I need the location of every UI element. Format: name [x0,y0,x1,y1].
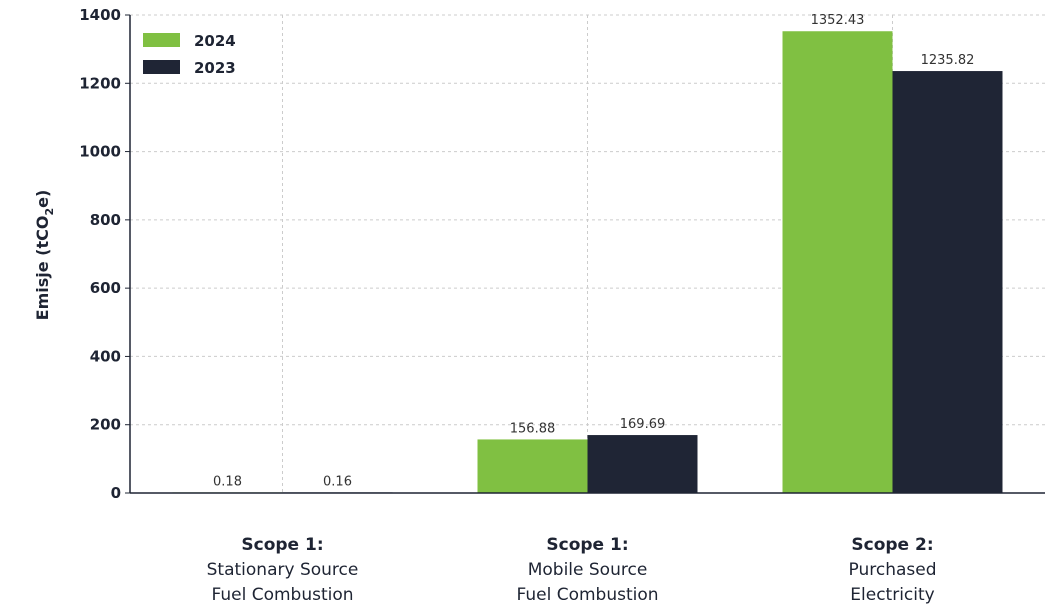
category-label-line: Electricity [850,585,934,605]
category-label-line: Purchased [849,560,937,580]
y-axis-label-suffix: e) [33,190,52,208]
y-axis-label: Emisje (tCO2e) [33,190,56,321]
bar [477,439,588,493]
y-tick-label: 1200 [79,74,121,92]
data-label: 1235.82 [921,53,975,68]
bars [172,31,1003,494]
axes [129,15,1045,494]
legend: 2024 2023 [143,32,236,77]
legend-label: 2024 [194,32,236,50]
category-label-line: Mobile Source [528,560,648,580]
category-label-line: Fuel Combustion [211,585,353,605]
y-axis-label-subscript: 2 [43,208,56,216]
y-tick-label: 800 [90,211,121,229]
data-label: 156.88 [510,421,556,436]
category-label-scope: Scope 1: [241,535,323,555]
data-label: 1352.43 [811,13,865,28]
data-label: 0.18 [213,474,242,489]
x-category-labels: Scope 1: Stationary Source Fuel Combustion… [207,535,937,605]
bar [587,435,698,493]
category-label-line: Fuel Combustion [516,585,658,605]
y-tick-label: 600 [90,279,121,297]
category-label-scope: Scope 1: [546,535,628,555]
y-tick-label: 1400 [79,6,121,24]
y-tick-labels: 0 200 400 600 800 1000 1200 1400 [79,6,130,502]
legend-swatch [143,60,180,74]
data-label: 0.16 [323,474,352,489]
category-label-scope: Scope 2: [851,535,933,555]
category-label-line: Stationary Source [207,560,359,580]
bar [892,71,1003,494]
y-tick-label: 200 [90,416,121,434]
y-axis-label-prefix: Emisje (tCO [33,216,52,321]
y-tick-label: 400 [90,347,121,365]
y-tick-label: 1000 [79,143,121,161]
data-labels: 0.18 156.88 1352.43 0.16 169.69 1235.82 [213,13,974,489]
y-tick-label: 0 [111,484,121,502]
legend-label: 2023 [194,59,236,77]
bar [782,31,893,493]
data-label: 169.69 [620,417,666,432]
legend-swatch [143,33,180,47]
